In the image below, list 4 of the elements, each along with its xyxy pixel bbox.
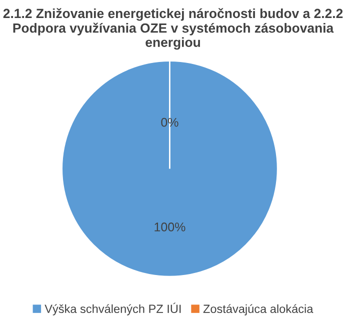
legend-label: Zostávajúca alokácia — [203, 304, 314, 316]
chart-title: 2.1.2 Znižovanie energetickej náročnosti budov a 2.2.2 Podpora využívania OZE v systémoch zásobovania energiou — [3, 8, 343, 50]
data-label: 100% — [154, 222, 186, 232]
legend-label: Výška schválených PZ IÚI — [44, 302, 181, 316]
